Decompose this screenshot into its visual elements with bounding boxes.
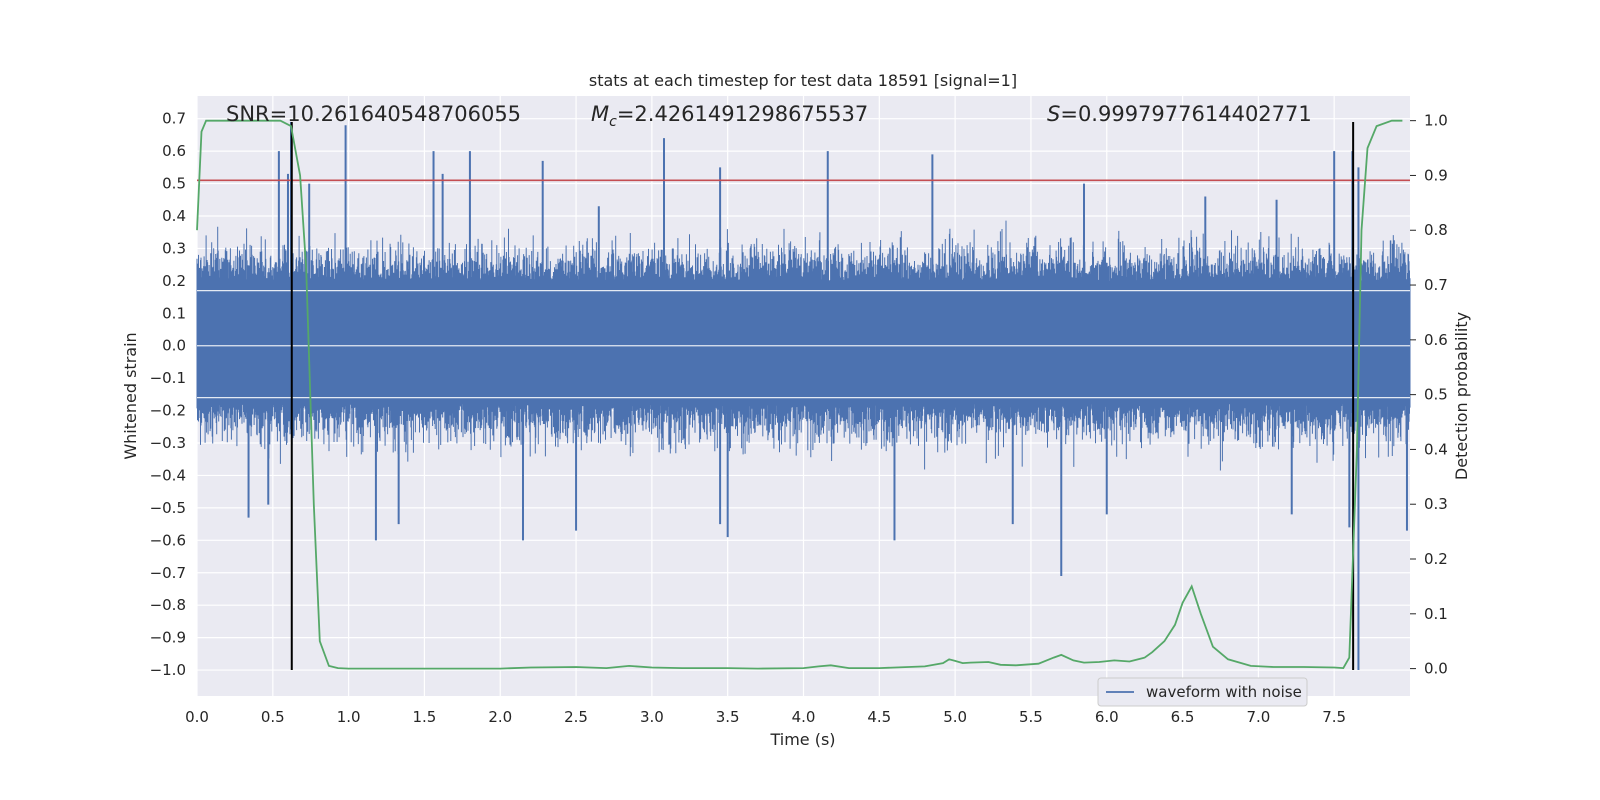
y-left-axis-label: Whitened strain [121,332,140,459]
significance-annotation: S=0.9997977614402771 [1047,102,1312,126]
legend-entry: waveform with noise [1146,683,1302,701]
y-right-tick-label: 0.4 [1424,440,1448,458]
y-left-tick-label: 0.5 [162,175,186,193]
y-left-tick-label: −0.4 [150,466,186,484]
y-left-tick-label: 0.7 [162,110,186,128]
significance-value: =0.9997977614402771 [1060,102,1311,126]
y-left-tick-label: 0.2 [162,272,186,290]
snr-annotation: SNR=10.261640548706055 [226,102,521,126]
y-left-tick-label: 0.1 [162,304,186,322]
x-tick-label: 6.5 [1171,708,1195,726]
x-tick-label: 3.5 [716,708,740,726]
y-right-tick-label: 0.2 [1424,550,1448,568]
legend: waveform with noise [1097,677,1308,707]
y-right-tick-label: 1.0 [1424,112,1448,130]
y-right-tick-label: 0.8 [1424,221,1448,239]
y-right-tick-labels: 1.0 0.9 0.8 0.7 0.6 0.5 0.4 0.3 0.2 0.1 0.0 [1410,112,1448,678]
x-tick-label: 7.0 [1246,708,1270,726]
waveform-trace [196,220,1411,471]
x-tick-label: 4.5 [867,708,891,726]
x-tick-label: 4.0 [792,708,816,726]
y-left-tick-label: −1.0 [150,661,186,679]
y-left-tick-label: 0.3 [162,239,186,257]
y-right-tick-label: 0.7 [1424,276,1448,294]
x-tick-label: 1.5 [413,708,437,726]
detection-probability-series [196,119,1403,670]
y-left-tick-label: −0.1 [150,369,186,387]
x-tick-label: 5.0 [943,708,967,726]
x-axis-label: Time (s) [769,730,835,749]
x-tick-label: 0.5 [261,708,285,726]
y-left-tick-label: −0.7 [150,564,186,582]
y-left-tick-label: 0.4 [162,207,186,225]
y-right-tick-label: 0.1 [1424,605,1448,623]
y-right-tick-label: 0.3 [1424,495,1448,513]
y-left-tick-label: 0.6 [162,142,186,160]
y-right-tick-label: 0.0 [1424,660,1448,678]
waveform-series [196,121,1411,671]
x-tick-label: 5.5 [1019,708,1043,726]
chart-title: stats at each timestep for test data 185… [589,71,1017,90]
x-tick-label: 6.0 [1095,708,1119,726]
y-left-tick-label: −0.9 [150,629,186,647]
y-left-tick-label: −0.8 [150,596,186,614]
chirp-mass-value: =2.4261491298675537 [617,102,868,126]
y-right-tick-label: 0.9 [1424,166,1448,184]
y-left-tick-label: 0.0 [162,337,186,355]
y-left-tick-label: −0.5 [150,499,186,517]
y-left-tick-label: −0.6 [150,531,186,549]
x-tick-label: 2.5 [564,708,588,726]
x-tick-label: 2.0 [488,708,512,726]
x-tick-label: 1.0 [337,708,361,726]
y-left-tick-labels: 0.7 0.6 0.5 0.4 0.3 0.2 0.1 0.0 −0.1 −0.2 −0.3 −0.4… [150,110,186,679]
detection-lines [290,121,1355,671]
y-left-tick-label: −0.2 [150,402,186,420]
x-tick-label: 0.0 [185,708,209,726]
y-right-tick-label: 0.6 [1424,331,1448,349]
chirp-mass-annotation: Mc=2.4261491298675537 [591,102,868,130]
x-tick-label: 3.0 [640,708,664,726]
x-tick-label: 7.5 [1322,708,1346,726]
x-tick-labels: 0.0 0.5 1.0 1.5 2.0 2.5 3.0 3.5 4.0 4.5 5.0 5.5 6.0 6… [185,708,1346,726]
y-right-axis-label: Detection probability [1452,312,1471,480]
legend-box [1097,677,1308,707]
y-right-tick-label: 0.5 [1424,386,1448,404]
y-left-tick-label: −0.3 [150,434,186,452]
